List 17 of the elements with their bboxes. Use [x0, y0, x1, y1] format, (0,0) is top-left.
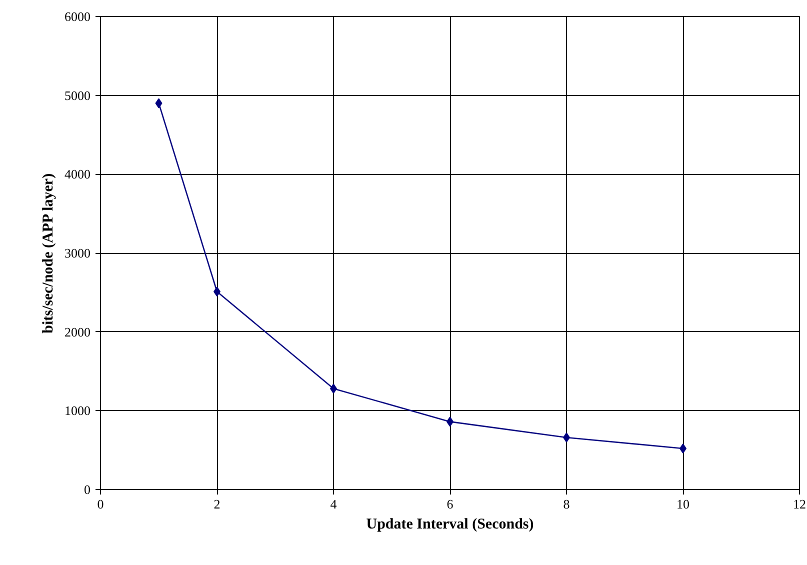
x-tick-label: 10 — [676, 496, 690, 512]
x-tick-label: 8 — [563, 496, 570, 512]
y-tick-label: 1000 — [64, 403, 90, 418]
y-tick-label: 6000 — [64, 9, 90, 24]
point — [155, 98, 162, 108]
x-tick-label: 2 — [214, 496, 220, 512]
x-axis-title: Update Interval (Seconds) — [366, 516, 534, 532]
x-tick-label: 12 — [793, 496, 806, 512]
y-tick-label: 2000 — [64, 324, 90, 340]
x-tick-label: 6 — [446, 496, 454, 512]
y-tick-label: 5000 — [64, 88, 90, 103]
y-tick-label: 3000 — [64, 246, 90, 260]
y-axis-title: bits/sec/node (APP layer) — [40, 173, 56, 334]
x-tick-label: 4 — [330, 496, 338, 512]
y-tick-label: 0 — [84, 482, 90, 497]
y-tick-label: 4000 — [64, 166, 90, 182]
x-tick-label: 0 — [97, 496, 104, 512]
